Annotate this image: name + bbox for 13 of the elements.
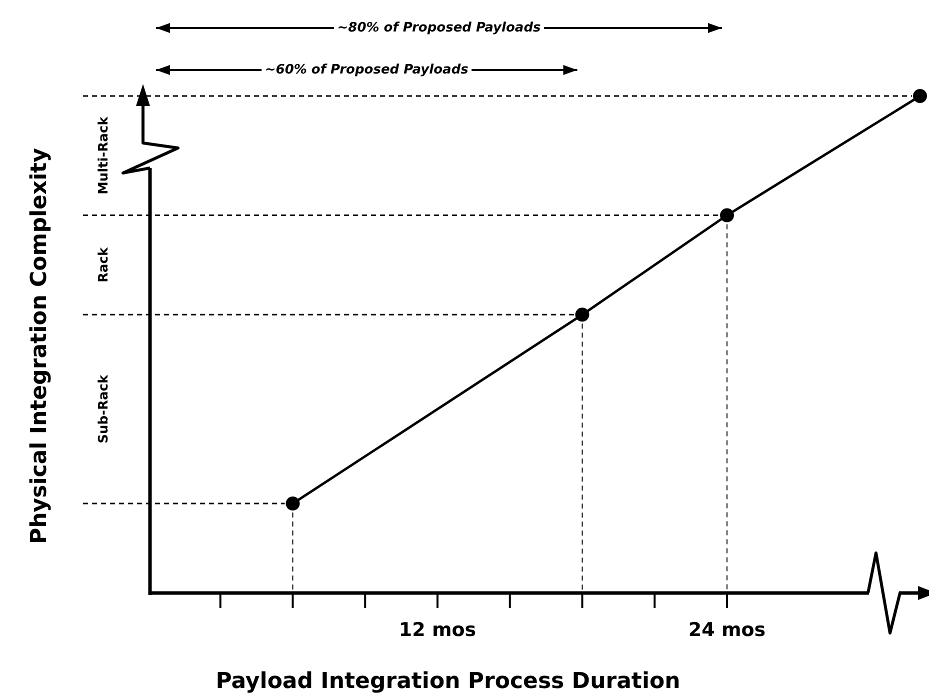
text: Rack [96, 247, 112, 283]
point [913, 89, 927, 103]
text: ~60% of Proposed Payloads [264, 62, 469, 78]
x-tick-label: 24 mos [688, 619, 766, 641]
point [286, 496, 300, 511]
text: Multi-Rack [96, 116, 112, 195]
text: ~80% of Proposed Payloads [337, 20, 541, 36]
x-axis-title: Payload Integration Process Duration [216, 669, 680, 694]
point [575, 308, 590, 322]
y-axis-title: Physical Integration Complexity [27, 148, 52, 544]
text: Sub-Rack [96, 374, 112, 444]
x-tick-label: 12 mos [398, 619, 476, 641]
point [720, 208, 734, 222]
